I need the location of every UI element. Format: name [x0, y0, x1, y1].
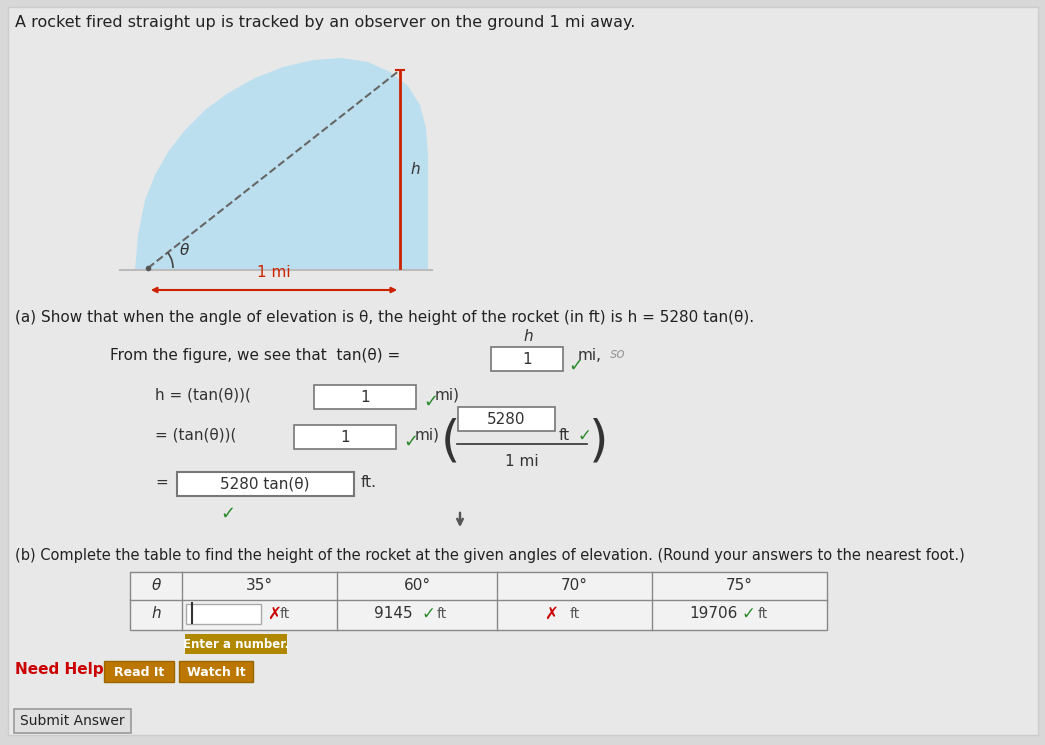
- FancyBboxPatch shape: [314, 385, 416, 409]
- Text: =: =: [155, 475, 168, 490]
- Text: Enter a number.: Enter a number.: [183, 638, 289, 650]
- Text: h: h: [152, 606, 161, 621]
- Text: = (tan(θ))(: = (tan(θ))(: [155, 428, 236, 443]
- Text: 1: 1: [522, 352, 532, 367]
- Text: ✓: ✓: [423, 393, 438, 411]
- FancyBboxPatch shape: [8, 7, 1038, 735]
- Text: mi): mi): [435, 388, 460, 403]
- Text: mi): mi): [415, 428, 440, 443]
- Text: (a) Show that when the angle of elevation is θ, the height of the rocket (in ft): (a) Show that when the angle of elevatio…: [15, 310, 754, 325]
- Text: θ: θ: [152, 579, 161, 594]
- Text: ✓: ✓: [421, 605, 435, 623]
- Text: 1 mi: 1 mi: [257, 265, 291, 280]
- Text: From the figure, we see that  tan(θ) =: From the figure, we see that tan(θ) =: [110, 348, 405, 363]
- FancyBboxPatch shape: [491, 347, 563, 371]
- Text: ✓: ✓: [220, 505, 235, 523]
- Text: ✓: ✓: [741, 605, 756, 623]
- Text: ft: ft: [559, 428, 571, 443]
- Text: ft: ft: [570, 607, 580, 621]
- FancyBboxPatch shape: [14, 709, 131, 733]
- Text: 1: 1: [361, 390, 370, 405]
- FancyBboxPatch shape: [104, 661, 175, 682]
- Text: A rocket fired straight up is tracked by an observer on the ground 1 mi away.: A rocket fired straight up is tracked by…: [15, 15, 635, 30]
- FancyBboxPatch shape: [185, 634, 287, 654]
- FancyBboxPatch shape: [186, 604, 261, 624]
- FancyBboxPatch shape: [177, 472, 354, 496]
- Text: 1: 1: [341, 430, 350, 445]
- Text: ✗: ✗: [268, 605, 281, 623]
- Text: 35°: 35°: [246, 579, 273, 594]
- Text: (: (: [441, 418, 461, 466]
- Text: ✓: ✓: [568, 357, 583, 375]
- Text: 9145: 9145: [374, 606, 413, 621]
- Text: Read It: Read It: [114, 665, 164, 679]
- Text: ft: ft: [437, 607, 447, 621]
- Text: 60°: 60°: [403, 579, 431, 594]
- Text: ✓: ✓: [403, 433, 418, 451]
- Text: (b) Complete the table to find the height of the rocket at the given angles of e: (b) Complete the table to find the heigh…: [15, 548, 965, 563]
- Text: 19706: 19706: [689, 606, 738, 621]
- Text: ✓: ✓: [577, 427, 590, 445]
- Text: Need Help?: Need Help?: [15, 662, 113, 677]
- Text: ft.: ft.: [361, 475, 377, 490]
- Text: mi,: mi,: [578, 348, 602, 363]
- Text: h: h: [524, 329, 533, 344]
- Text: 75°: 75°: [726, 579, 753, 594]
- Text: 5280: 5280: [487, 413, 526, 428]
- Text: 70°: 70°: [561, 579, 588, 594]
- FancyBboxPatch shape: [294, 425, 396, 449]
- Text: 1 mi: 1 mi: [505, 454, 539, 469]
- FancyBboxPatch shape: [179, 661, 253, 682]
- Text: ✗: ✗: [544, 605, 558, 623]
- Text: ft: ft: [280, 607, 291, 621]
- Text: ): ): [589, 418, 608, 466]
- Text: so: so: [610, 347, 626, 361]
- Text: ft: ft: [758, 607, 767, 621]
- FancyBboxPatch shape: [130, 572, 827, 630]
- Text: h: h: [410, 162, 420, 177]
- FancyBboxPatch shape: [458, 407, 555, 431]
- Polygon shape: [135, 58, 428, 270]
- Text: Watch It: Watch It: [187, 665, 246, 679]
- Text: 5280 tan(θ): 5280 tan(θ): [220, 477, 309, 492]
- Text: Submit Answer: Submit Answer: [20, 714, 124, 728]
- Text: h = (tan(θ))(: h = (tan(θ))(: [155, 388, 251, 403]
- Text: θ: θ: [180, 243, 189, 258]
